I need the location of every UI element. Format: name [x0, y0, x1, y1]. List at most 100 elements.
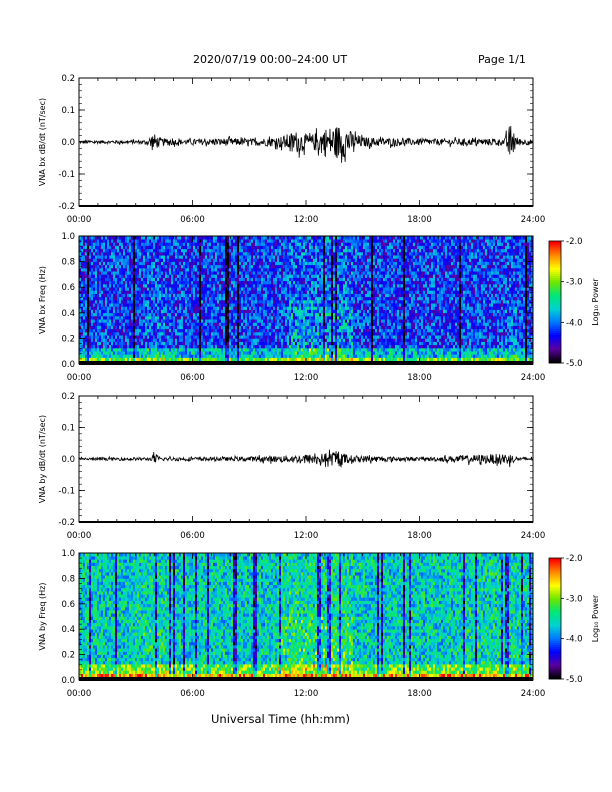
spectrogram-cell: [171, 287, 173, 291]
spectrogram-cell: [287, 303, 289, 307]
spectrogram-cell: [277, 348, 279, 352]
spectrogram-cell: [179, 252, 181, 256]
spectrogram-cell: [271, 239, 273, 243]
spectrogram-cell: [243, 274, 245, 278]
spectrogram-cell: [273, 338, 275, 342]
spectrogram-cell: [147, 335, 149, 339]
spectrogram-cell: [209, 258, 211, 262]
spectrogram-cell: [83, 265, 85, 269]
spectrogram-cell: [85, 246, 87, 250]
spectrogram-cell: [281, 351, 283, 355]
spectrogram-cell: [223, 306, 225, 310]
spectrogram-cell: [229, 335, 231, 339]
spectrogram-cell: [283, 268, 285, 272]
spectrogram-cell: [317, 338, 319, 342]
spectrogram-cell: [177, 249, 179, 253]
spectrogram-cell: [255, 258, 257, 262]
spectrogram-cell: [111, 310, 113, 314]
spectrogram-cell: [301, 287, 303, 291]
spectrogram-cell: [181, 335, 183, 339]
spectrogram-cell: [291, 322, 293, 326]
spectrogram-cell: [269, 348, 271, 352]
spectrogram-cell: [233, 265, 235, 269]
spectrogram-cell: [307, 236, 309, 240]
spectrogram-cell: [157, 278, 159, 282]
spectrogram-cell: [307, 265, 309, 269]
spectrogram-cell: [101, 258, 103, 262]
spectrogram-cell: [209, 329, 211, 333]
spectrogram-cell: [81, 329, 83, 333]
spectrogram-cell: [293, 358, 295, 362]
spectrogram-cell: [153, 306, 155, 310]
spectrogram-cell: [243, 338, 245, 342]
spectrogram-cell: [85, 338, 87, 342]
spectrogram-cell: [241, 310, 243, 314]
spectrogram-cell: [177, 287, 179, 291]
spectrogram-cell: [289, 239, 291, 243]
spectrogram-cell: [185, 351, 187, 355]
spectrogram-cell: [259, 300, 261, 304]
spectrogram-cell: [163, 239, 165, 243]
spectrogram-cell: [291, 300, 293, 304]
spectrogram-cell: [239, 281, 241, 285]
spectrogram-cell: [301, 300, 303, 304]
spectrogram-cell: [151, 332, 153, 336]
spectrogram-cell: [181, 290, 183, 294]
spectrogram-cell: [195, 252, 197, 256]
spectrogram-cell: [213, 258, 215, 262]
spectrogram-cell: [313, 262, 315, 266]
spectrogram-cell: [213, 246, 215, 250]
spectrogram-cell: [253, 300, 255, 304]
spectrogram-cell: [321, 242, 323, 246]
spectrogram-cell: [241, 351, 243, 355]
spectrogram-cell: [191, 258, 193, 262]
spectrogram-cell: [245, 326, 247, 330]
spectrogram-cell: [81, 268, 83, 272]
spectrogram-cell: [121, 278, 123, 282]
spectrogram-cell: [247, 246, 249, 250]
spectrogram-cell: [217, 310, 219, 314]
spectrogram-cell: [271, 329, 273, 333]
spectrogram-cell: [81, 287, 83, 291]
spectrogram-cell: [217, 265, 219, 269]
spectrogram-cell: [275, 297, 277, 301]
spectrogram-cell: [121, 332, 123, 336]
spectrogram-cell: [297, 239, 299, 243]
spectrogram-cell: [93, 236, 95, 240]
spectrogram-cell: [237, 335, 239, 339]
spectrogram-cell: [249, 326, 251, 330]
spectrogram-cell: [91, 319, 93, 323]
spectrogram-cell: [249, 313, 251, 317]
spectrogram-cell: [107, 281, 109, 285]
spectrogram-cell: [181, 287, 183, 291]
spectrogram-cell: [109, 265, 111, 269]
spectrogram-cell: [105, 249, 107, 253]
spectrogram-cell: [225, 255, 227, 259]
spectrogram-cell: [271, 297, 273, 301]
spectrogram-cell: [117, 268, 119, 272]
spectrogram-cell: [157, 300, 159, 304]
spectrogram-cell: [221, 316, 223, 320]
spectrogram-cell: [285, 246, 287, 250]
spectrogram-cell: [305, 297, 307, 301]
spectrogram-cell: [259, 246, 261, 250]
spectrogram-cell: [321, 284, 323, 288]
spectrogram-cell: [121, 252, 123, 256]
spectrogram-cell: [183, 303, 185, 307]
spectrogram-cell: [105, 281, 107, 285]
spectrogram-cell: [113, 242, 115, 246]
spectrogram-cell: [169, 322, 171, 326]
spectrogram-cell: [207, 262, 209, 266]
spectrogram-cell: [285, 284, 287, 288]
spectrogram-cell: [221, 271, 223, 275]
spectrogram-cell: [221, 274, 223, 278]
spectrogram-cell: [209, 239, 211, 243]
spectrogram-cell: [265, 306, 267, 310]
spectrogram-cell: [139, 274, 141, 278]
spectrogram-cell: [175, 297, 177, 301]
spectrogram-cell: [197, 338, 199, 342]
spectrogram-cell: [223, 239, 225, 243]
spectrogram-cell: [223, 249, 225, 253]
spectrogram-cell: [209, 249, 211, 253]
spectrogram-cell: [221, 335, 223, 339]
